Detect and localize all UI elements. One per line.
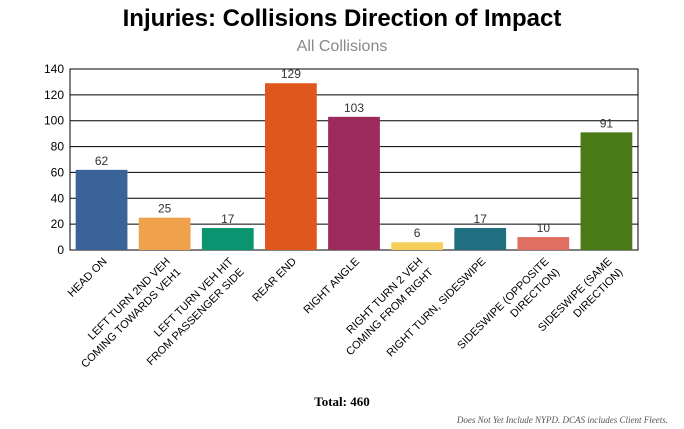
y-tick-label: 140 <box>44 62 64 76</box>
footnote: Does Not Yet Include NYPD. DCAS includes… <box>456 415 668 425</box>
data-label: 103 <box>344 101 364 115</box>
x-tick-label: RIGHT ANGLE <box>301 256 362 317</box>
data-label: 17 <box>474 212 488 226</box>
bar <box>75 169 128 250</box>
total-label: Total: 460 <box>314 394 370 409</box>
data-label: 91 <box>600 116 614 130</box>
bar <box>201 228 254 250</box>
y-tick-label: 60 <box>51 165 65 179</box>
bar <box>391 242 443 250</box>
y-tick-label: 80 <box>51 140 65 154</box>
bar <box>517 237 570 250</box>
y-tick-label: 40 <box>51 191 65 205</box>
data-label: 6 <box>414 226 421 240</box>
y-tick-label: 120 <box>44 88 64 102</box>
y-tick-label: 0 <box>57 243 64 257</box>
chart-title: Injuries: Collisions Direction of Impact <box>122 5 562 32</box>
data-label: 10 <box>537 221 551 235</box>
data-label: 129 <box>281 67 301 81</box>
x-tick-label: HEAD ON <box>66 256 110 300</box>
x-tick-label-line: RIGHT ANGLE <box>301 256 362 317</box>
x-tick-label-line: HEAD ON <box>66 256 110 300</box>
bar <box>454 228 507 250</box>
y-tick-label: 100 <box>44 114 64 128</box>
bar <box>328 116 380 250</box>
data-label: 62 <box>95 154 109 168</box>
bar <box>580 132 633 250</box>
data-label: 17 <box>221 212 235 226</box>
y-tick-label: 20 <box>51 217 65 231</box>
bar <box>138 217 191 250</box>
x-tick-label-line: REAR END <box>250 256 299 305</box>
data-label: 25 <box>158 202 172 216</box>
chart-subtitle: All Collisions <box>296 38 388 55</box>
x-tick-label: REAR END <box>250 256 299 305</box>
bar <box>265 83 317 250</box>
